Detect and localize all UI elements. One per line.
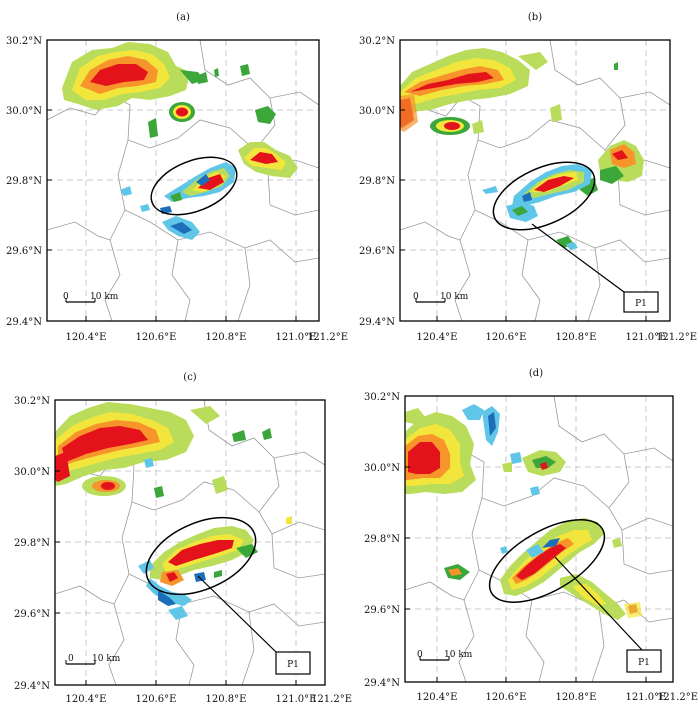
panel-b-xtick-3: 120.8°E xyxy=(556,332,597,343)
panel-c-scale-zero: 0 xyxy=(68,654,74,664)
panel-a-ytick-1: 30.2°N xyxy=(6,36,42,47)
panel-a-scale-bar xyxy=(65,298,96,303)
panel-c-ellipse xyxy=(145,516,257,596)
panel-d-map: 0 10 km xyxy=(405,396,673,682)
panel-d-ytick-2: 30.0°N xyxy=(364,463,400,474)
panel-a-ytick-2: 30.0°N xyxy=(6,106,42,117)
panel-d-ytick-5: 29.4°N xyxy=(364,678,400,689)
panel-b-xtick-1: 120.4°E xyxy=(417,332,458,343)
panel-b-pointer-line xyxy=(531,223,625,293)
panel-c-label: (c) xyxy=(183,372,197,383)
panel-b-echoes xyxy=(400,48,644,250)
panel-d-xtick-4: 121.0°E xyxy=(626,692,667,703)
panel-c-xtick-5: 121.2°E xyxy=(311,694,352,705)
panel-b-scale-label: 10 km xyxy=(440,292,469,302)
panel-a-xtick-5: 121.2°E xyxy=(307,332,348,343)
panel-a-ytick-4: 29.6°N xyxy=(6,246,42,257)
panel-c-ytick-2: 30.0°N xyxy=(14,467,50,478)
panel-d-p1-label: P1 xyxy=(638,658,650,668)
panel-c-scale-bar xyxy=(65,660,96,665)
panel-c-ytick-3: 29.8°N xyxy=(14,538,50,549)
panel-b-ytick-2: 30.0°N xyxy=(359,106,395,117)
panel-d-scale-bar xyxy=(419,656,450,661)
panel-d-frame xyxy=(404,395,674,683)
panel-d-ytick-4: 29.6°N xyxy=(364,605,400,616)
panel-c: (c) xyxy=(14,372,352,705)
panel-a-echoes xyxy=(62,42,298,240)
panel-b-xtick-5: 121.2°E xyxy=(656,332,697,343)
panel-c-map: 0 10 km xyxy=(55,400,325,685)
panel-a-map: 0 10 km xyxy=(47,40,319,321)
panel-d-p1-box xyxy=(626,649,662,673)
panel-a-xtick-1: 120.4°E xyxy=(66,332,107,343)
panel-b-ytick-5: 29.4°N xyxy=(359,317,395,328)
panel-a-xtick-2: 120.6°E xyxy=(136,332,177,343)
panel-c-ytick-5: 29.4°N xyxy=(14,681,50,692)
panel-d-xtick-1: 120.4°E xyxy=(417,692,458,703)
panel-a-ytick-5: 29.4°N xyxy=(6,317,42,328)
panel-d-xtick-3: 120.8°E xyxy=(556,692,597,703)
panel-d-ytick-1: 30.2°N xyxy=(364,392,400,403)
panel-d-scale-label: 10 km xyxy=(444,650,473,660)
panel-c-ytick-1: 30.2°N xyxy=(14,396,50,407)
panel-a-scale-label: 10 km xyxy=(90,292,119,302)
panel-c-p1-label: P1 xyxy=(287,660,299,670)
panel-b-p1-label: P1 xyxy=(635,299,647,309)
panel-a-scale-zero: 0 xyxy=(63,292,69,302)
panel-c-ytick-4: 29.6°N xyxy=(14,609,50,620)
panel-a-label: (a) xyxy=(176,12,190,23)
panel-b-xtick-2: 120.6°E xyxy=(486,332,527,343)
panel-c-p1-box xyxy=(275,651,311,675)
panel-b-scale-zero: 0 xyxy=(413,292,419,302)
panel-c-xtick-4: 121.0°E xyxy=(276,694,317,705)
panel-c-xtick-1: 120.4°E xyxy=(66,694,107,705)
panel-d-xtick-5: 121.2°E xyxy=(657,692,698,703)
panel-b-ytick-4: 29.6°N xyxy=(359,246,395,257)
panel-b-ytick-3: 29.8°N xyxy=(359,176,395,187)
panel-b-scale-bar xyxy=(415,298,446,303)
panel-b-p1-box xyxy=(623,291,659,313)
panel-b: (b) xyxy=(359,12,697,343)
panel-c-xtick-3: 120.8°E xyxy=(206,694,247,705)
panel-d-scale-zero: 0 xyxy=(417,650,423,660)
panel-a-ellipse xyxy=(150,156,238,216)
panel-c-boundaries xyxy=(55,400,325,685)
panel-d-xtick-2: 120.6°E xyxy=(486,692,527,703)
panel-a: (a) xyxy=(6,12,348,343)
panel-d: (d) xyxy=(364,368,698,703)
panel-b-xtick-4: 121.0°E xyxy=(626,332,667,343)
panel-b-map: 0 10 km xyxy=(400,40,670,321)
panel-d-ellipse xyxy=(488,519,606,603)
panel-b-ytick-1: 30.2°N xyxy=(359,36,395,47)
panel-d-echoes xyxy=(405,404,642,620)
panel-a-xtick-4: 121.0°E xyxy=(276,332,317,343)
panel-c-scale-label: 10 km xyxy=(92,654,121,664)
panel-a-xtick-3: 120.8°E xyxy=(206,332,247,343)
panel-a-ytick-3: 29.8°N xyxy=(6,176,42,187)
panel-c-pointer-line xyxy=(197,575,277,653)
panel-d-ytick-3: 29.8°N xyxy=(364,534,400,545)
panel-b-label: (b) xyxy=(528,12,542,23)
panel-c-echoes xyxy=(55,402,292,620)
panel-c-xtick-2: 120.6°E xyxy=(136,694,177,705)
panel-d-label: (d) xyxy=(529,368,543,379)
panel-d-pointer-line xyxy=(554,556,643,651)
panel-b-ellipse xyxy=(492,161,596,231)
